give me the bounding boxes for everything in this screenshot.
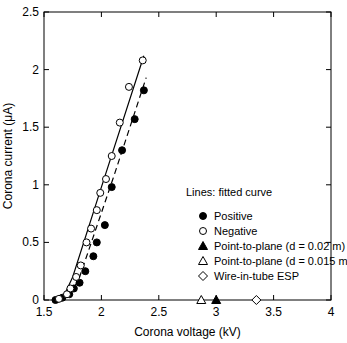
y-tick-label: 2 — [32, 63, 39, 77]
legend-marker — [200, 228, 207, 235]
x-tick — [216, 12, 217, 17]
y-tick — [326, 127, 331, 128]
legend-label: Positive — [214, 210, 253, 222]
data-point — [116, 119, 123, 126]
legend-label: Wire-in-tube ESP — [214, 270, 299, 282]
x-tick-label: 2.5 — [150, 305, 167, 319]
data-point — [83, 239, 90, 246]
data-point — [139, 57, 146, 64]
data-point — [55, 295, 62, 302]
data-point — [212, 296, 221, 304]
x-tick-label: 3 — [213, 305, 220, 319]
x-tick-label: 2 — [98, 305, 105, 319]
y-tick — [44, 69, 49, 70]
data-point — [93, 207, 100, 214]
data-point — [140, 87, 147, 94]
y-tick — [326, 184, 331, 185]
fitted-line — [60, 78, 146, 300]
data-point — [93, 239, 100, 246]
x-tick-label: 3.5 — [265, 305, 282, 319]
data-point — [77, 262, 84, 269]
x-tick — [44, 12, 45, 17]
chart: 1.5 2 2.5 3 3.5 4 0 0.5 1 1.5 2 2.5 Corona voltage (… — [0, 0, 347, 343]
y-tick-label: 0 — [32, 293, 39, 307]
y-tick — [44, 12, 49, 13]
y-tick-label: 2.5 — [22, 5, 39, 19]
legend-marker — [199, 242, 208, 250]
data-point — [252, 296, 261, 305]
legend-marker — [199, 257, 208, 265]
y-tick — [44, 300, 49, 301]
x-tick — [158, 12, 159, 17]
x-tick-label: 4 — [328, 305, 335, 319]
legend-label: Point-to-plane (d = 0.02 m) — [214, 240, 345, 252]
y-tick-label: 1.5 — [22, 120, 39, 134]
data-point — [197, 296, 206, 304]
legend-title: Lines: fitted curve — [186, 186, 272, 198]
data-point — [119, 147, 126, 154]
x-axis-label: Corona voltage (kV) — [134, 325, 241, 339]
x-tick — [331, 12, 332, 17]
y-tick — [44, 184, 49, 185]
x-tick — [273, 12, 274, 17]
y-axis-label: Corona current (μA) — [1, 103, 15, 209]
x-tick — [331, 295, 332, 300]
y-tick-label: 0.5 — [22, 235, 39, 249]
y-tick — [44, 242, 49, 243]
data-point — [90, 253, 97, 260]
x-tick — [273, 295, 274, 300]
legend-label: Point-to-plane (d = 0.015 m) — [214, 255, 347, 267]
y-tick-label: 1 — [32, 178, 39, 192]
data-point — [67, 285, 74, 292]
x-tick — [158, 295, 159, 300]
data-point — [73, 273, 80, 280]
data-point — [88, 225, 95, 232]
data-point — [108, 153, 115, 160]
legend-marker — [199, 272, 208, 281]
x-tick — [101, 295, 102, 300]
data-point — [101, 222, 108, 229]
y-tick — [326, 300, 331, 301]
data-point — [125, 83, 132, 90]
x-tick — [101, 12, 102, 17]
y-tick — [326, 69, 331, 70]
data-point — [102, 176, 109, 183]
plot-marks — [52, 56, 261, 305]
data-point — [97, 189, 104, 196]
fitted-line — [58, 56, 144, 300]
x-tick — [44, 295, 45, 300]
y-tick — [44, 127, 49, 128]
x-tick-label: 1.5 — [36, 305, 53, 319]
data-point — [131, 116, 138, 123]
data-point — [108, 184, 115, 191]
legend-marker — [200, 213, 207, 220]
y-tick — [326, 12, 331, 13]
legend-label: Negative — [214, 225, 257, 237]
legend: Lines: fitted curve Positive Negative Point… — [186, 186, 347, 282]
